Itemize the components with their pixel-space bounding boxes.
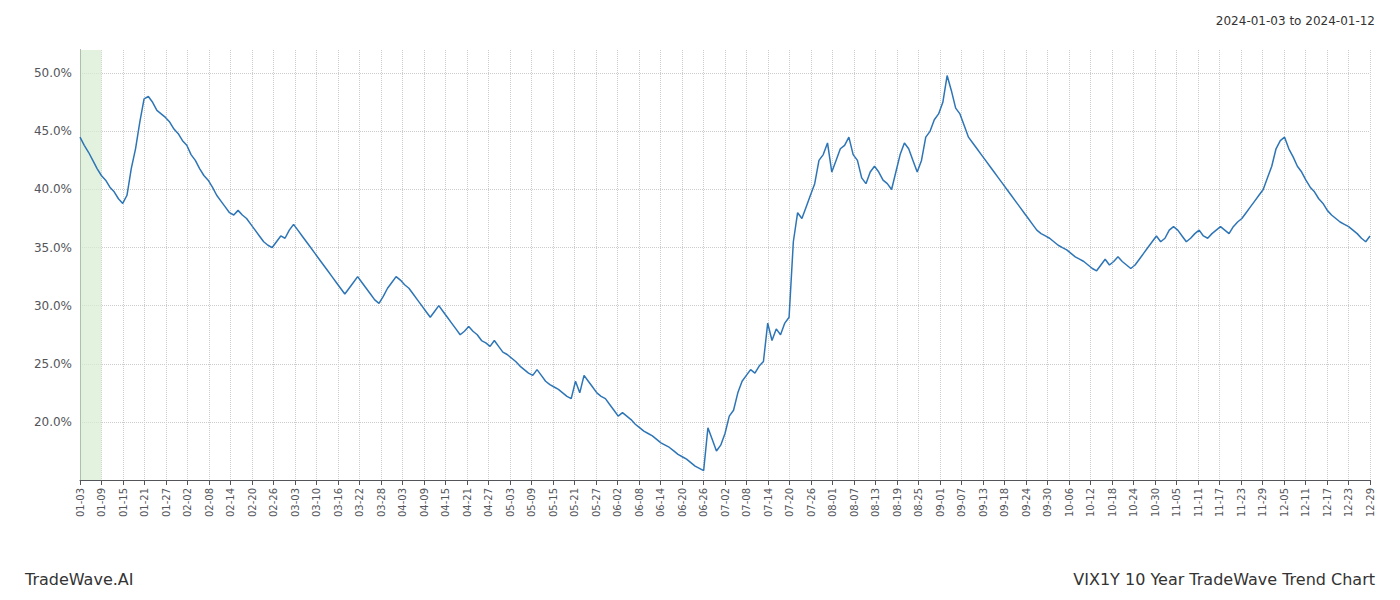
svg-text:10-06: 10-06 [1064, 488, 1075, 517]
svg-text:11-05: 11-05 [1171, 488, 1182, 517]
svg-text:04-21: 04-21 [462, 488, 473, 517]
svg-text:50.0%: 50.0% [34, 66, 72, 80]
svg-text:12-23: 12-23 [1343, 488, 1354, 517]
svg-text:05-09: 05-09 [526, 488, 537, 517]
svg-text:08-07: 08-07 [849, 488, 860, 517]
svg-text:05-15: 05-15 [548, 488, 559, 517]
svg-text:35.0%: 35.0% [34, 241, 72, 255]
svg-text:07-02: 07-02 [720, 488, 731, 517]
svg-text:06-14: 06-14 [655, 488, 666, 517]
svg-text:06-02: 06-02 [612, 488, 623, 517]
svg-text:12-11: 12-11 [1300, 488, 1311, 517]
svg-text:11-11: 11-11 [1193, 488, 1204, 517]
svg-text:09-24: 09-24 [1021, 488, 1032, 517]
svg-text:10-12: 10-12 [1085, 488, 1096, 517]
svg-text:08-19: 08-19 [892, 488, 903, 517]
svg-text:12-29: 12-29 [1365, 488, 1376, 517]
svg-text:09-01: 09-01 [935, 488, 946, 517]
svg-text:09-07: 09-07 [956, 488, 967, 517]
svg-text:09-30: 09-30 [1042, 488, 1053, 517]
svg-text:05-27: 05-27 [591, 488, 602, 517]
svg-text:08-25: 08-25 [913, 488, 924, 517]
svg-text:08-01: 08-01 [827, 488, 838, 517]
svg-text:01-15: 01-15 [118, 488, 129, 517]
svg-text:30.0%: 30.0% [34, 299, 72, 313]
svg-text:07-14: 07-14 [763, 488, 774, 517]
svg-text:09-18: 09-18 [999, 488, 1010, 517]
svg-text:05-21: 05-21 [569, 488, 580, 517]
svg-text:03-03: 03-03 [290, 488, 301, 517]
svg-text:04-15: 04-15 [440, 488, 451, 517]
svg-text:02-08: 02-08 [204, 488, 215, 517]
svg-text:02-20: 02-20 [247, 488, 258, 517]
svg-text:04-27: 04-27 [483, 488, 494, 517]
svg-text:2024-01-03 to 2024-01-12: 2024-01-03 to 2024-01-12 [1216, 14, 1375, 28]
svg-text:12-05: 12-05 [1279, 488, 1290, 517]
svg-text:01-03: 01-03 [75, 488, 86, 517]
svg-text:07-20: 07-20 [784, 488, 795, 517]
svg-text:03-28: 03-28 [376, 488, 387, 517]
svg-text:12-17: 12-17 [1322, 488, 1333, 517]
svg-text:VIX1Y 10 Year TradeWave Trend: VIX1Y 10 Year TradeWave Trend Chart [1073, 570, 1375, 589]
svg-text:03-16: 03-16 [333, 488, 344, 517]
svg-text:05-03: 05-03 [505, 488, 516, 517]
svg-text:09-13: 09-13 [978, 488, 989, 517]
svg-text:11-29: 11-29 [1257, 488, 1268, 517]
svg-text:45.0%: 45.0% [34, 124, 72, 138]
svg-text:25.0%: 25.0% [34, 357, 72, 371]
svg-text:04-03: 04-03 [397, 488, 408, 517]
svg-text:02-14: 02-14 [225, 488, 236, 517]
svg-text:10-18: 10-18 [1107, 488, 1118, 517]
svg-text:01-09: 01-09 [96, 488, 107, 517]
svg-text:40.0%: 40.0% [34, 182, 72, 196]
svg-text:07-08: 07-08 [741, 488, 752, 517]
svg-text:01-21: 01-21 [139, 488, 150, 517]
svg-text:02-02: 02-02 [182, 488, 193, 517]
svg-text:08-13: 08-13 [870, 488, 881, 517]
svg-text:06-26: 06-26 [698, 488, 709, 517]
svg-text:02-26: 02-26 [268, 488, 279, 517]
svg-text:04-09: 04-09 [419, 488, 430, 517]
svg-text:TradeWave.AI: TradeWave.AI [24, 570, 133, 589]
svg-text:03-10: 03-10 [311, 488, 322, 517]
svg-text:06-08: 06-08 [634, 488, 645, 517]
svg-text:20.0%: 20.0% [34, 415, 72, 429]
svg-text:03-22: 03-22 [354, 488, 365, 517]
svg-text:01-27: 01-27 [161, 488, 172, 517]
svg-text:11-17: 11-17 [1214, 488, 1225, 517]
svg-text:11-23: 11-23 [1236, 488, 1247, 517]
svg-text:06-20: 06-20 [677, 488, 688, 517]
svg-text:10-30: 10-30 [1150, 488, 1161, 517]
svg-text:07-26: 07-26 [806, 488, 817, 517]
svg-text:10-24: 10-24 [1128, 488, 1139, 517]
